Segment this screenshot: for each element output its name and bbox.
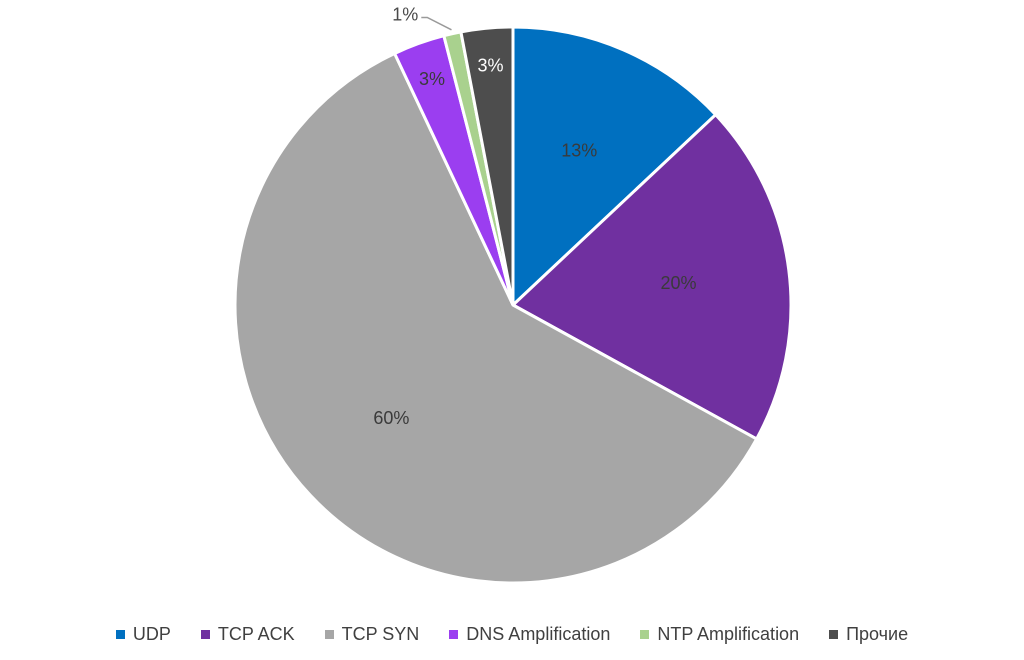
- legend-label: TCP SYN: [341, 623, 420, 644]
- legend-swatch: [200, 629, 210, 639]
- legend-label: DNS Amplification: [466, 623, 611, 644]
- legend-item-ntp-amplification: NTP Amplification: [640, 624, 799, 645]
- pie-slices: [233, 25, 793, 585]
- legend-label: NTP Amplification: [657, 623, 800, 644]
- data-label-прочие: 3%: [477, 56, 503, 76]
- legend-swatch: [640, 629, 650, 639]
- legend-swatch: [449, 629, 459, 639]
- legend-swatch: [115, 629, 125, 639]
- legend-label: TCP ACK: [217, 623, 295, 644]
- data-label-tcp-syn: 60%: [373, 408, 409, 428]
- pie-slice-tcp-ack: [510, 112, 793, 441]
- pie-slice-tcp-syn: [233, 51, 759, 585]
- legend-item-tcp-ack: TCP ACK: [200, 623, 295, 645]
- legend-swatch: [324, 629, 334, 639]
- legend-label: UDP: [132, 623, 171, 644]
- legend-swatch: [829, 629, 839, 639]
- data-label-dns-amplification: 3%: [419, 69, 445, 89]
- pie-data-labels: 13% 20% 60% 3% 1% 3%: [373, 4, 696, 428]
- legend-item-tcp-syn: TCP SYN: [324, 623, 420, 645]
- leader-line: [421, 16, 452, 31]
- pie-slice-прочие: [459, 25, 515, 306]
- legend-item-прочие: Прочие: [829, 624, 908, 645]
- legend-item-udp: UDP: [115, 623, 171, 645]
- data-label-tcp-ack: 20%: [660, 273, 696, 293]
- legend-item-dns-amplification: DNS Amplification: [449, 624, 610, 645]
- chart-legend: UDP TCP ACK TCP SYN DNS Amplification NTP Am…: [0, 618, 1024, 650]
- data-label-ntp-amplification: 1%: [392, 4, 418, 24]
- legend-label: Прочие: [846, 623, 909, 644]
- pie-plot-area: 13% 20% 60% 3% 1% 3%: [233, 4, 793, 585]
- data-label-udp: 13%: [561, 141, 597, 161]
- pie-slice-udp: [511, 25, 718, 309]
